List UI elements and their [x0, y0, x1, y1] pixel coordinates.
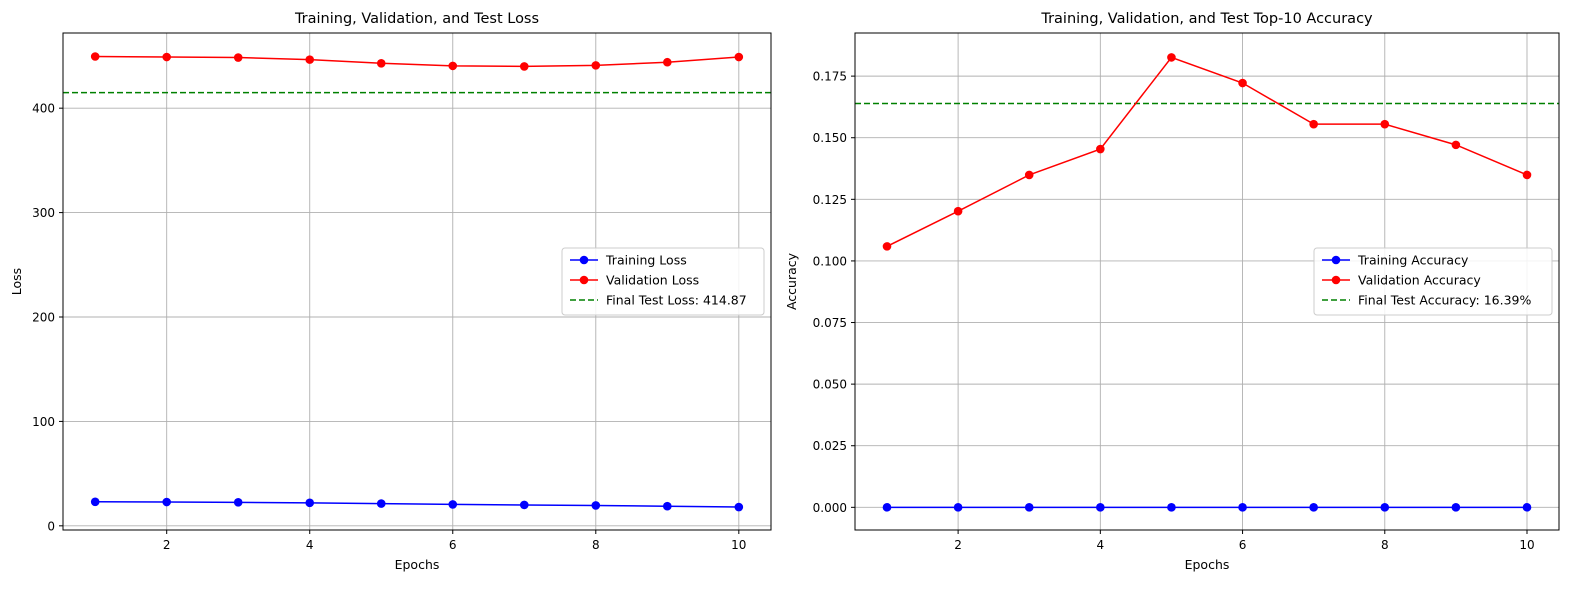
loss-series-0-point-4: [376, 499, 386, 508]
loss-y-tick-label-3: 300: [32, 206, 55, 220]
accuracy-series-1-point-9: [1522, 170, 1532, 180]
accuracy-x-axis-label: Epochs: [1185, 557, 1230, 572]
accuracy-x-tick-label-4: 10: [1519, 538, 1534, 552]
loss-x-tick-label-2: 6: [449, 538, 457, 552]
loss-y-tick-label-0: 0: [47, 519, 55, 533]
accuracy-x-tick-label-2: 6: [1239, 538, 1247, 552]
accuracy-y-tick-label-1: 0.025: [813, 439, 847, 453]
accuracy-legend: Training Accuracy Validation Accuracy Fina…: [1313, 247, 1553, 316]
loss-chart-title: Training, Validation, and Test Loss: [294, 11, 539, 27]
loss-series-1-point-7: [591, 61, 601, 70]
accuracy-legend-label-0: Training Accuracy: [1357, 253, 1469, 268]
accuracy-series-0-point-0: [882, 503, 892, 512]
accuracy-series-0-point-7: [1380, 503, 1390, 512]
accuracy-series-0-point-9: [1522, 503, 1532, 512]
loss-series-1-point-3: [305, 55, 315, 64]
loss-legend-label-1: Validation Loss: [606, 273, 699, 288]
loss-series-1-point-6: [519, 62, 529, 71]
loss-series-1-point-8: [663, 57, 672, 67]
accuracy-series-1-point-1: [953, 206, 963, 216]
accuracy-legend-marker-0: [1331, 255, 1341, 265]
loss-series-0-point-5: [448, 500, 458, 509]
accuracy-legend-box: [1313, 247, 1553, 316]
loss-x-tick-label-4: 10: [731, 538, 746, 552]
accuracy-series-1-point-0: [882, 242, 892, 251]
accuracy-y-tick-label-7: 0.175: [813, 70, 847, 84]
accuracy-chart: 2 4 6 8 10 0.000 0.025 0.050 0.075 0.100 0.125 0.15…: [784, 11, 1560, 572]
loss-legend-marker-0: [579, 255, 589, 265]
loss-legend-label-2: Final Test Loss: 414.87: [606, 293, 747, 308]
accuracy-chart-title: Training, Validation, and Test Top-10 Ac…: [1040, 11, 1373, 27]
loss-series-1-line: [95, 55, 739, 68]
loss-series-0-point-8: [663, 501, 672, 511]
loss-x-tick-label-0: 2: [163, 538, 171, 552]
accuracy-series-1-point-8: [1451, 140, 1461, 150]
accuracy-series-1-point-7: [1380, 119, 1390, 129]
accuracy-series-1-point-3: [1096, 144, 1105, 154]
loss-y-tick-label-1: 100: [32, 415, 55, 429]
accuracy-y-tick-label-0: 0.000: [813, 501, 847, 515]
loss-series-0-point-9: [734, 502, 744, 512]
loss-y-tick-label-2: 200: [32, 311, 55, 325]
loss-legend-marker-1: [579, 275, 589, 285]
accuracy-series-0-point-2: [1024, 503, 1034, 512]
loss-series-0-line: [95, 501, 739, 508]
accuracy-series-1-point-2: [1024, 170, 1034, 180]
loss-y-axis-label: Loss: [9, 268, 24, 295]
loss-legend-label-0: Training Loss: [605, 253, 687, 268]
loss-series-0-point-3: [305, 498, 315, 508]
accuracy-y-tick-label-6: 0.150: [813, 131, 847, 145]
accuracy-legend-marker-1: [1331, 275, 1341, 285]
loss-series-0-point-7: [591, 501, 601, 510]
loss-series: [63, 52, 771, 512]
accuracy-series-1-line: [886, 56, 1528, 248]
accuracy-series: [855, 53, 1559, 512]
accuracy-y-axis-label: Accuracy: [784, 252, 799, 310]
accuracy-x-tick-label-3: 8: [1381, 538, 1389, 552]
accuracy-series-0-point-3: [1096, 503, 1105, 512]
accuracy-series-1-point-5: [1238, 78, 1247, 88]
accuracy-series-0-point-1: [953, 503, 963, 512]
accuracy-ticks: 2 4 6 8 10 0.000 0.025 0.050 0.075 0.100 0.125 0.15…: [813, 70, 1535, 552]
accuracy-y-tick-label-3: 0.075: [813, 316, 847, 330]
loss-x-tick-label-1: 4: [306, 538, 314, 552]
loss-series-1-point-5: [448, 61, 458, 71]
loss-series-1-point-9: [734, 52, 744, 62]
loss-plot-frame: [62, 32, 772, 531]
accuracy-legend-label-2: Final Test Accuracy: 16.39%: [1358, 293, 1531, 308]
accuracy-x-tick-label-1: 4: [1097, 538, 1105, 552]
accuracy-series-0-point-5: [1238, 503, 1247, 512]
loss-series-0-point-2: [233, 498, 243, 507]
accuracy-series-1-point-6: [1309, 119, 1318, 129]
loss-series-1-point-2: [233, 53, 243, 62]
accuracy-plot-frame: [854, 32, 1560, 531]
loss-x-tick-label-3: 8: [592, 538, 600, 552]
accuracy-series-0-point-6: [1309, 503, 1318, 512]
accuracy-series-0-point-4: [1167, 503, 1176, 512]
loss-legend: Training Loss Validation Loss Final Test L…: [561, 247, 765, 316]
loss-series-1-point-0: [90, 52, 100, 61]
loss-series-1-point-1: [162, 52, 171, 62]
loss-series-0-point-1: [162, 497, 171, 507]
loss-x-axis-label: Epochs: [395, 557, 440, 572]
loss-legend-box: [561, 247, 765, 316]
accuracy-y-tick-label-5: 0.125: [813, 193, 847, 207]
accuracy-x-tick-label-0: 2: [954, 538, 962, 552]
accuracy-legend-label-1: Validation Accuracy: [1358, 273, 1481, 288]
loss-series-0-point-0: [90, 497, 100, 507]
loss-grid: [63, 33, 771, 530]
accuracy-series-1-point-4: [1167, 53, 1176, 62]
loss-series-0-point-6: [519, 500, 529, 510]
loss-series-1-point-4: [376, 58, 386, 68]
accuracy-y-tick-label-4: 0.100: [813, 254, 847, 268]
loss-y-tick-label-4: 400: [32, 102, 55, 116]
accuracy-series-0-point-8: [1451, 503, 1461, 512]
accuracy-y-tick-label-2: 0.050: [813, 378, 847, 392]
